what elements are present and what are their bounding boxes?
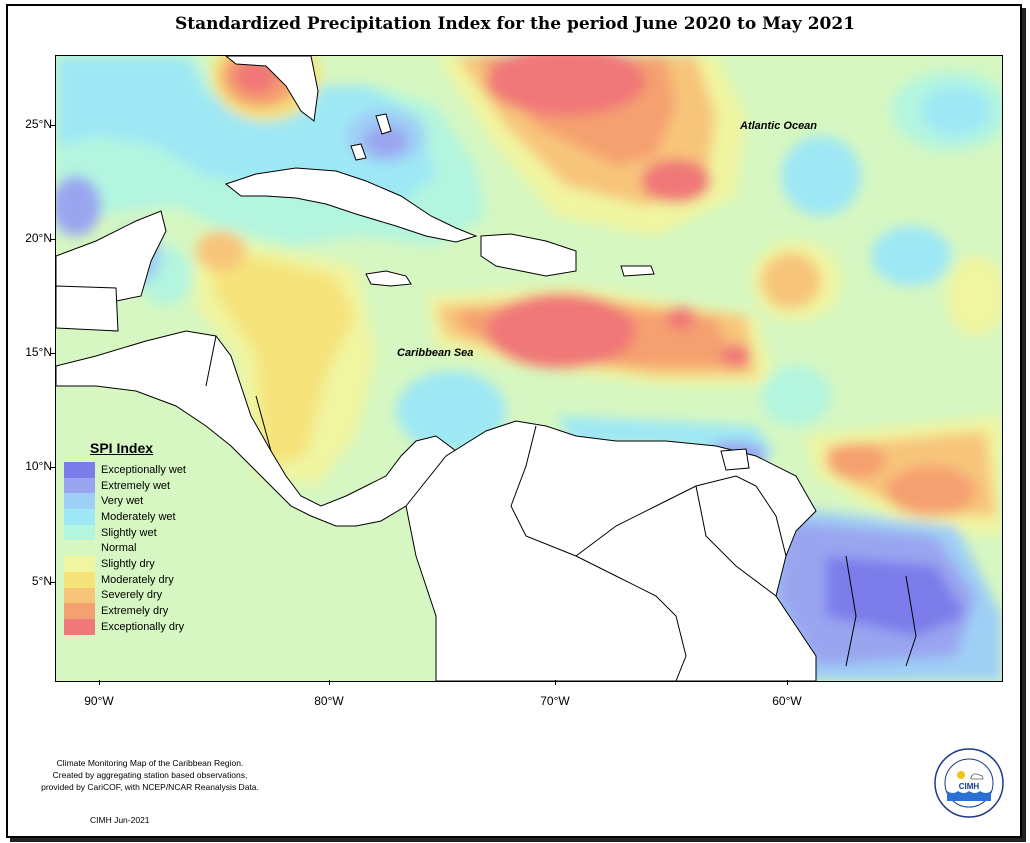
cimh-logo: CIMH	[934, 748, 1004, 818]
legend-swatch	[64, 556, 95, 572]
lat-label-15n: 15°N	[25, 345, 52, 359]
legend-label: Exceptionally wet	[101, 463, 186, 476]
caribbean-sea-label: Caribbean Sea	[397, 347, 474, 359]
legend-item: Exceptionally dry	[64, 618, 204, 635]
lon-label-80w: 80°W	[314, 694, 344, 708]
legend-swatch	[64, 509, 95, 525]
legend-item: Moderately dry	[64, 571, 204, 588]
spi-map-canvas	[56, 56, 1002, 681]
credit-text: CIMH Jun-2021	[90, 815, 150, 825]
legend-item: Exceptionally wet	[64, 462, 204, 478]
lat-label-5n: 5°N	[31, 574, 52, 588]
lon-tick	[329, 680, 330, 685]
legend-swatch	[64, 540, 95, 557]
legend-swatch	[64, 524, 95, 541]
legend-item: Moderately wet	[64, 509, 204, 525]
lon-label-70w: 70°W	[540, 694, 570, 708]
legend-item: Severely dry	[64, 587, 204, 604]
lat-label-10n: 10°N	[25, 459, 52, 473]
legend-label: Slightly dry	[101, 557, 155, 570]
caption-line-1: Climate Monitoring Map of the Caribbean …	[56, 758, 244, 768]
legend-label: Very wet	[101, 495, 144, 508]
atlantic-ocean-label: Atlantic Ocean	[740, 120, 818, 132]
lat-tick	[50, 582, 55, 583]
map-caption: Climate Monitoring Map of the Caribbean …	[30, 757, 270, 793]
legend-title: SPI Index	[90, 440, 154, 456]
lon-tick	[555, 680, 556, 685]
legend-label: Moderately wet	[101, 510, 176, 523]
legend-label: Exceptionally dry	[101, 620, 185, 633]
lat-tick	[50, 353, 55, 354]
legend-swatch	[64, 462, 95, 478]
legend-label: Slightly wet	[101, 526, 157, 539]
lon-label-90w: 90°W	[84, 694, 114, 708]
spi-legend: SPI Index Exceptionally wet Extremely wet…	[64, 440, 204, 635]
legend-label: Severely dry	[101, 589, 163, 602]
lat-tick	[50, 239, 55, 240]
legend-item: Normal	[64, 540, 204, 557]
legend-swatch	[64, 571, 95, 588]
spi-map[interactable]	[55, 55, 1003, 682]
legend-rows: Exceptionally wet Extremely wet Very wet Mo…	[64, 462, 204, 635]
legend-swatch	[64, 603, 95, 619]
legend-label: Extremely dry	[101, 605, 169, 618]
legend-label: Normal	[101, 542, 137, 555]
logo-text: CIMH	[959, 782, 980, 791]
lon-tick	[99, 680, 100, 685]
legend-label: Extremely wet	[101, 479, 171, 492]
legend-label: Moderately dry	[101, 573, 174, 586]
legend-item: Slightly dry	[64, 556, 204, 572]
caption-line-3: provided by CariCOF, with NCEP/NCAR Rean…	[41, 782, 259, 792]
lon-label-60w: 60°W	[772, 694, 802, 708]
legend-item: Extremely dry	[64, 603, 204, 619]
lat-tick	[50, 125, 55, 126]
legend-item: Extremely wet	[64, 477, 204, 494]
legend-item: Slightly wet	[64, 524, 204, 541]
caption-line-2: Created by aggregating station based obs…	[52, 770, 248, 780]
legend-swatch	[64, 477, 95, 494]
legend-swatch	[64, 618, 95, 635]
map-title: Standardized Precipitation Index for the…	[174, 14, 856, 34]
lat-label-20n: 20°N	[25, 231, 52, 245]
lon-tick	[787, 680, 788, 685]
lat-label-25n: 25°N	[25, 117, 52, 131]
lat-tick	[50, 467, 55, 468]
legend-item: Very wet	[64, 493, 204, 510]
legend-swatch	[64, 493, 95, 510]
legend-swatch	[64, 587, 95, 604]
